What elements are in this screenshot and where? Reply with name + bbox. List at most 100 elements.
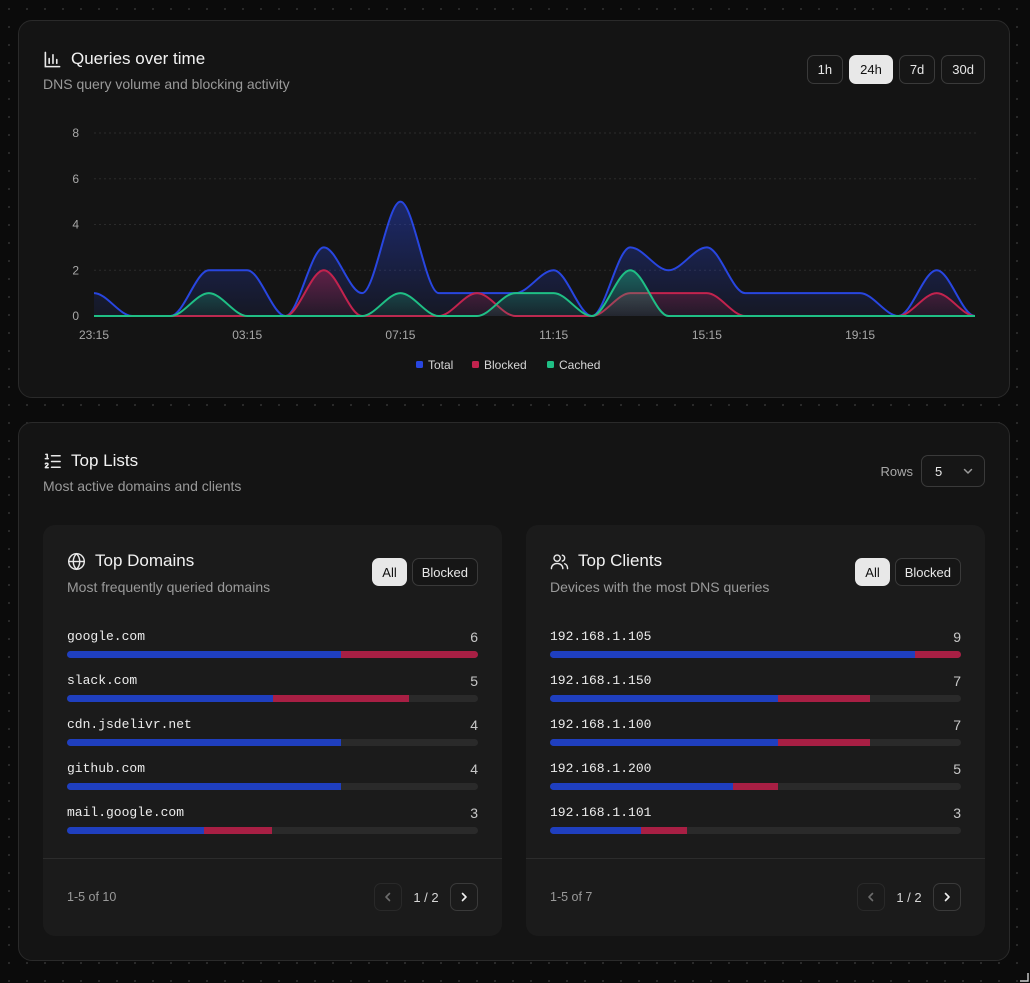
range-7d-button[interactable]: 7d bbox=[898, 55, 936, 84]
allowed-bar-segment bbox=[550, 783, 733, 790]
allowed-bar-segment bbox=[67, 783, 341, 790]
x-tick-label: 03:15 bbox=[232, 328, 262, 342]
list-item-bar bbox=[67, 651, 478, 658]
top-clients-subtitle: Devices with the most DNS queries bbox=[550, 579, 770, 595]
domains-filter-group: All Blocked bbox=[372, 558, 478, 586]
range-30d-button[interactable]: 30d bbox=[941, 55, 985, 84]
queries-card-title: Queries over time bbox=[43, 49, 205, 69]
y-tick-label: 2 bbox=[72, 263, 79, 277]
top-lists-title: Top Lists bbox=[43, 451, 138, 471]
legend-item-total: Total bbox=[416, 358, 453, 372]
legend-label: Total bbox=[428, 358, 453, 372]
y-tick-label: 4 bbox=[72, 218, 79, 232]
clients-range-text: 1-5 of 7 bbox=[550, 890, 593, 904]
clients-next-page-button[interactable] bbox=[933, 883, 961, 911]
list-item-label: 192.168.1.100 bbox=[550, 717, 652, 732]
range-1h-button[interactable]: 1h bbox=[806, 55, 844, 84]
top-clients-title: Top Clients bbox=[550, 551, 662, 571]
domains-prev-page-button[interactable] bbox=[374, 883, 402, 911]
users-icon bbox=[550, 553, 569, 569]
domains-list: google.com 6 slack.com 5 cdn.jsdelivr.net 4 gi… bbox=[67, 629, 478, 849]
list-item[interactable]: slack.com 5 bbox=[67, 673, 478, 717]
clients-divider bbox=[526, 858, 985, 859]
list-item[interactable]: mail.google.com 3 bbox=[67, 805, 478, 849]
list-item-count: 6 bbox=[470, 629, 478, 645]
list-item-bar bbox=[67, 783, 478, 790]
list-item-label: slack.com bbox=[67, 673, 138, 688]
list-item[interactable]: 192.168.1.105 9 bbox=[550, 629, 961, 673]
list-item-label: 192.168.1.105 bbox=[550, 629, 652, 644]
blocked-bar-segment bbox=[272, 695, 410, 702]
domains-filter-blocked-button[interactable]: Blocked bbox=[411, 558, 478, 586]
queries-chart: 0 2 4 6 8 23:15 03:15 07:15 11:15 15:15 19:15 Total… bbox=[72, 126, 979, 372]
list-item[interactable]: google.com 6 bbox=[67, 629, 478, 673]
chevron-down-icon bbox=[963, 468, 973, 474]
blocked-bar-segment bbox=[732, 783, 779, 790]
clients-page-text: 1 / 2 bbox=[896, 889, 922, 905]
bar-chart-icon bbox=[44, 51, 61, 67]
legend-label: Cached bbox=[559, 358, 600, 372]
clients-filter-blocked-button[interactable]: Blocked bbox=[894, 558, 961, 586]
chevron-left-icon bbox=[868, 892, 874, 902]
y-tick-label: 8 bbox=[72, 126, 79, 140]
list-item[interactable]: 192.168.1.200 5 bbox=[550, 761, 961, 805]
allowed-bar-segment bbox=[550, 695, 779, 702]
blocked-bar-segment bbox=[915, 651, 961, 658]
rows-select[interactable]: 5 bbox=[921, 455, 985, 487]
chevron-right-icon bbox=[461, 892, 467, 902]
top-lists-title-text: Top Lists bbox=[71, 451, 139, 470]
clients-list: 192.168.1.105 9 192.168.1.150 7 192.168.1.10… bbox=[550, 629, 961, 849]
legend-label: Blocked bbox=[484, 358, 527, 372]
top-lists-subtitle: Most active domains and clients bbox=[43, 478, 242, 494]
list-item-label: cdn.jsdelivr.net bbox=[67, 717, 192, 732]
list-item-count: 4 bbox=[470, 717, 478, 733]
globe-icon bbox=[67, 552, 86, 570]
x-tick-label: 23:15 bbox=[79, 328, 109, 342]
range-24h-button[interactable]: 24h bbox=[849, 55, 893, 84]
clients-filter-group: All Blocked bbox=[855, 558, 961, 586]
allowed-bar-segment bbox=[67, 651, 341, 658]
allowed-bar-segment bbox=[67, 695, 273, 702]
clients-prev-page-button[interactable] bbox=[857, 883, 885, 911]
queries-title-text: Queries over time bbox=[71, 49, 206, 68]
allowed-bar-segment bbox=[67, 739, 341, 746]
domains-next-page-button[interactable] bbox=[450, 883, 478, 911]
time-range-group: 1h 24h 7d 30d bbox=[806, 55, 985, 84]
blocked-bar-segment bbox=[203, 827, 273, 834]
domains-page-text: 1 / 2 bbox=[413, 889, 439, 905]
legend-swatch bbox=[416, 361, 423, 368]
list-item[interactable]: github.com 4 bbox=[67, 761, 478, 805]
list-item-bar bbox=[550, 695, 961, 702]
legend-swatch bbox=[472, 361, 479, 368]
list-item-bar bbox=[550, 783, 961, 790]
list-item-count: 3 bbox=[953, 805, 961, 821]
list-item[interactable]: 192.168.1.150 7 bbox=[550, 673, 961, 717]
clients-filter-all-button[interactable]: All bbox=[855, 558, 890, 586]
chevron-right-icon bbox=[944, 892, 950, 902]
list-item-bar bbox=[550, 739, 961, 746]
queries-subtitle: DNS query volume and blocking activity bbox=[43, 76, 290, 92]
list-item-bar bbox=[67, 739, 478, 746]
y-tick-label: 0 bbox=[72, 309, 79, 323]
list-item-bar bbox=[550, 827, 961, 834]
x-tick-label: 07:15 bbox=[385, 328, 415, 342]
list-item-label: 192.168.1.150 bbox=[550, 673, 652, 688]
top-domains-title-text: Top Domains bbox=[95, 551, 195, 570]
chevron-left-icon bbox=[385, 892, 391, 902]
legend-item-blocked: Blocked bbox=[472, 358, 527, 372]
list-item-count: 9 bbox=[953, 629, 961, 645]
list-item-label: google.com bbox=[67, 629, 146, 644]
list-item[interactable]: 192.168.1.101 3 bbox=[550, 805, 961, 849]
allowed-bar-segment bbox=[550, 739, 779, 746]
resize-grip-icon[interactable] bbox=[1016, 969, 1030, 983]
x-tick-label: 15:15 bbox=[692, 328, 722, 342]
x-tick-label: 11:15 bbox=[539, 328, 568, 342]
blocked-bar-segment bbox=[778, 695, 870, 702]
list-item[interactable]: 192.168.1.100 7 bbox=[550, 717, 961, 761]
top-domains-subtitle: Most frequently queried domains bbox=[67, 579, 271, 595]
rows-label: Rows bbox=[880, 463, 913, 479]
domains-filter-all-button[interactable]: All bbox=[372, 558, 407, 586]
series-line-total bbox=[93, 200, 976, 318]
list-item[interactable]: cdn.jsdelivr.net 4 bbox=[67, 717, 478, 761]
domains-divider bbox=[43, 858, 502, 859]
